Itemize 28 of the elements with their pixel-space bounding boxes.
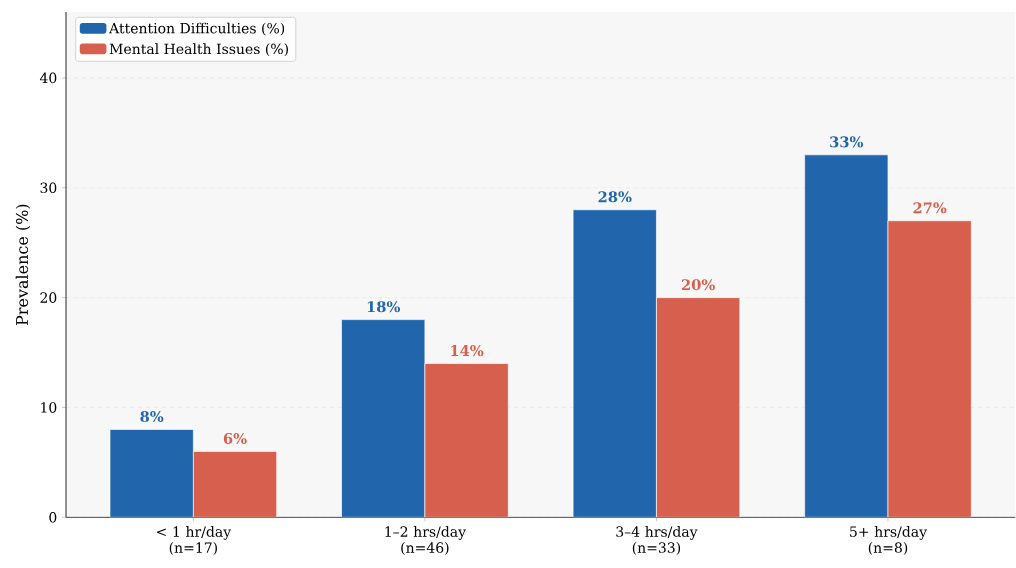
y-tick-label: 30 bbox=[40, 182, 57, 194]
bar bbox=[424, 363, 509, 518]
data-label: 28% bbox=[598, 191, 632, 203]
y-axis-title: Prevalence (%) bbox=[15, 204, 31, 326]
bar bbox=[887, 220, 972, 518]
x-tick-label: 1–2 hrs/day (n=46) bbox=[385, 526, 466, 555]
y-tick-label: 40 bbox=[39, 72, 57, 84]
bar bbox=[804, 154, 889, 518]
y-tick-label: 10 bbox=[41, 402, 57, 413]
data-label: 6% bbox=[223, 432, 247, 445]
data-label: 18% bbox=[367, 301, 401, 313]
bar bbox=[341, 319, 426, 518]
bar bbox=[572, 209, 657, 518]
legend-label: Mental Health Issues (%) bbox=[109, 43, 288, 57]
x-tick-label: < 1 hr/day (n=17) bbox=[157, 526, 232, 555]
x-tick-label: 3–4 hrs/day (n=33) bbox=[616, 526, 698, 555]
data-label: 27% bbox=[913, 202, 947, 214]
bar bbox=[109, 429, 194, 518]
data-label: 8% bbox=[140, 410, 164, 423]
bar bbox=[193, 451, 278, 518]
x-tick-label: 5+ hrs/day (n=8) bbox=[850, 526, 927, 555]
y-tick-label: 0 bbox=[49, 512, 57, 523]
bar bbox=[656, 297, 741, 518]
data-label: 20% bbox=[681, 279, 715, 291]
data-label: 14% bbox=[451, 345, 484, 357]
data-label: 33% bbox=[830, 136, 864, 148]
y-tick-label: 20 bbox=[40, 292, 57, 303]
legend-label: Attention Difficulties (%) bbox=[109, 22, 285, 36]
